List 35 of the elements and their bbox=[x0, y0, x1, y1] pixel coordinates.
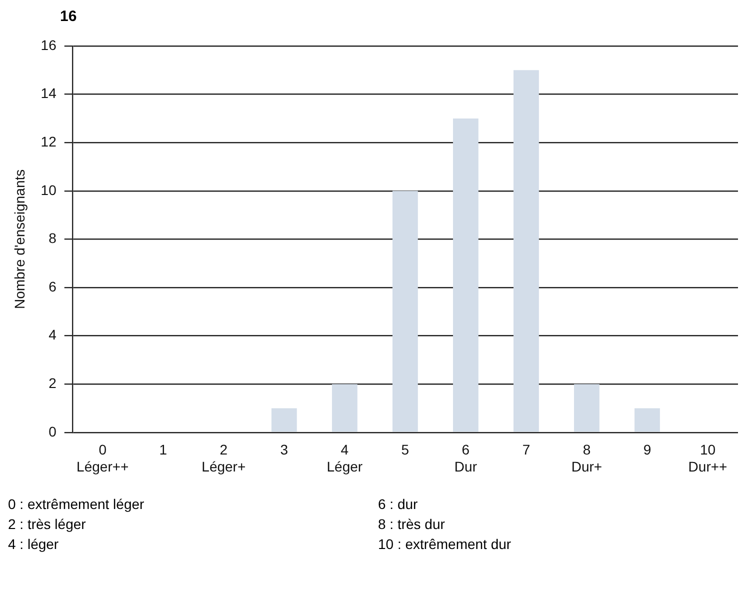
bar bbox=[332, 384, 358, 432]
y-tick-label: 0 bbox=[48, 423, 57, 440]
bar bbox=[574, 384, 600, 432]
x-tick-label: 0 Léger++ bbox=[76, 442, 129, 474]
y-tick-label: 14 bbox=[40, 85, 57, 102]
y-tick-label: 2 bbox=[48, 374, 57, 391]
text: 16 bbox=[60, 8, 78, 26]
text: 0 : extrêmement léger bbox=[8, 495, 146, 514]
bar bbox=[452, 118, 478, 432]
x-tick-label: 7 bbox=[522, 442, 530, 458]
text: 4 : léger bbox=[8, 535, 60, 554]
y-tick-label: 6 bbox=[48, 278, 57, 294]
bar bbox=[392, 190, 418, 432]
x-tick-label: 8 Dur+ bbox=[571, 442, 602, 474]
bar bbox=[634, 408, 660, 432]
x-tick-label: 9 bbox=[643, 442, 652, 458]
y-tick-label: 12 bbox=[40, 133, 57, 150]
y-tick-label: 10 bbox=[40, 182, 57, 198]
x-tick-label: 1 bbox=[159, 442, 168, 458]
x-tick-label: 2 Léger+ bbox=[202, 442, 246, 474]
x-tick-label: 4 Léger bbox=[326, 442, 363, 474]
x-tick-label: 6 Dur bbox=[454, 442, 478, 474]
text: 8 : très dur bbox=[378, 515, 446, 534]
y-tick-label: 4 bbox=[48, 326, 57, 343]
y-tick-label: 16 bbox=[40, 36, 57, 53]
y-axis-title: Nombre d'enseignants bbox=[11, 169, 28, 310]
text: 6 : dur bbox=[378, 495, 419, 514]
y-tick-label: 8 bbox=[48, 230, 57, 246]
x-tick-label: 5 bbox=[401, 442, 410, 458]
text: 10 : extrêmement dur bbox=[378, 535, 512, 554]
text: 2 : très léger bbox=[8, 515, 87, 534]
x-tick-label: 3 bbox=[280, 442, 288, 458]
bar bbox=[514, 70, 539, 432]
x-tick-label: 10 Dur++ bbox=[688, 442, 728, 474]
bar bbox=[271, 408, 297, 432]
